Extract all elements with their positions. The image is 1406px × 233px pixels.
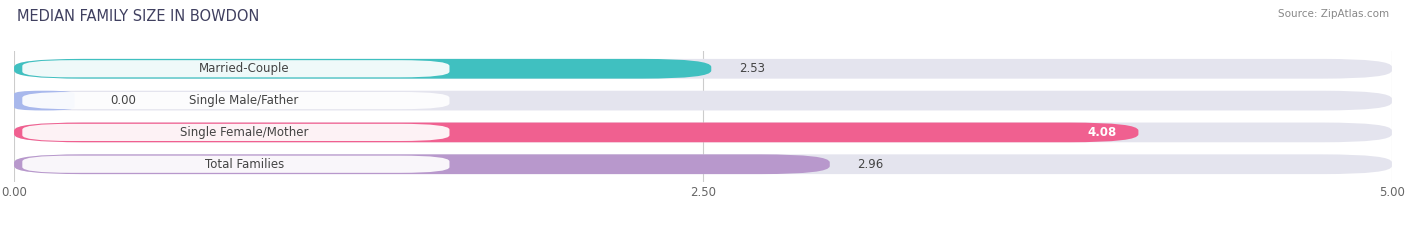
FancyBboxPatch shape <box>22 92 450 109</box>
FancyBboxPatch shape <box>14 123 1392 142</box>
FancyBboxPatch shape <box>14 91 75 110</box>
FancyBboxPatch shape <box>22 156 450 173</box>
FancyBboxPatch shape <box>22 124 450 141</box>
FancyBboxPatch shape <box>14 59 1392 79</box>
FancyBboxPatch shape <box>14 154 1392 174</box>
FancyBboxPatch shape <box>14 59 711 79</box>
Text: Total Families: Total Families <box>204 158 284 171</box>
Text: MEDIAN FAMILY SIZE IN BOWDON: MEDIAN FAMILY SIZE IN BOWDON <box>17 9 259 24</box>
Text: 2.53: 2.53 <box>738 62 765 75</box>
Text: 0.00: 0.00 <box>111 94 136 107</box>
Text: 2.96: 2.96 <box>858 158 883 171</box>
Text: Source: ZipAtlas.com: Source: ZipAtlas.com <box>1278 9 1389 19</box>
Text: Single Female/Mother: Single Female/Mother <box>180 126 308 139</box>
Text: 4.08: 4.08 <box>1087 126 1116 139</box>
Text: Married-Couple: Married-Couple <box>198 62 290 75</box>
FancyBboxPatch shape <box>14 123 1139 142</box>
Text: Single Male/Father: Single Male/Father <box>190 94 299 107</box>
FancyBboxPatch shape <box>22 60 450 77</box>
FancyBboxPatch shape <box>14 91 1392 110</box>
FancyBboxPatch shape <box>14 154 830 174</box>
